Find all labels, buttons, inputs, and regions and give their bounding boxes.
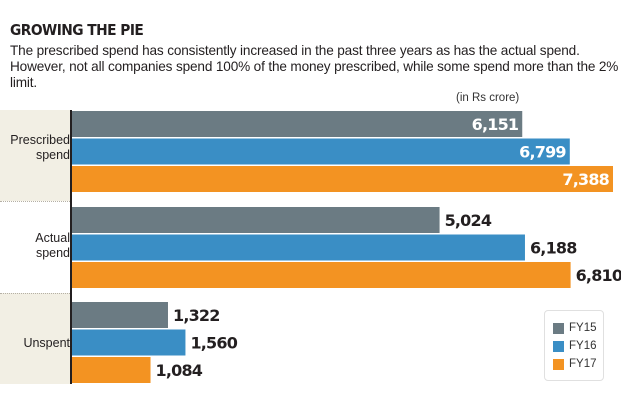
bar-fy15-1: [71, 207, 440, 233]
data-label: 6,810: [576, 266, 621, 285]
category-label-actual: Actual spend: [35, 231, 70, 261]
data-label: 6,188: [530, 239, 577, 258]
legend-item-fy17: FY17: [553, 357, 597, 371]
category-label-line: spend: [35, 246, 70, 260]
group-separator: [0, 201, 70, 202]
data-label: 6,799: [519, 143, 566, 162]
unit-label: (in Rs crore): [456, 92, 520, 104]
category-panel-unspent: [0, 293, 70, 384]
category-panel-actual: [0, 201, 70, 293]
category-label-unspent: Unspent: [23, 336, 70, 351]
legend: FY15 FY16 FY17: [544, 310, 604, 381]
data-label: 1,560: [190, 334, 237, 353]
data-label: 1,322: [173, 306, 220, 325]
data-label: 1,084: [156, 361, 203, 380]
legend-item-fy16: FY16: [553, 339, 597, 353]
bar-fy16-0: [71, 138, 570, 165]
category-label-prescribed: Prescribed spend: [10, 133, 70, 163]
bar-fy17-1: [71, 262, 571, 288]
category-label-line: spend: [35, 148, 70, 162]
category-label-line: Prescribed: [10, 133, 70, 147]
bar-fy17-2: [71, 357, 151, 383]
bar-fy16-2: [71, 329, 186, 356]
legend-label: FY17: [569, 358, 597, 370]
bar-fy16-1: [71, 234, 525, 261]
axis-line: [70, 110, 72, 384]
bar-fy15-2: [71, 302, 168, 328]
category-panel-prescribed: [0, 110, 70, 201]
legend-label: FY15: [569, 322, 597, 334]
legend-swatch-fy16: [553, 340, 564, 352]
category-label-line: Unspent: [23, 336, 70, 350]
legend-item-fy15: FY15: [553, 321, 597, 335]
data-label: 5,024: [445, 211, 492, 230]
legend-swatch-fy17: [553, 358, 564, 370]
legend-swatch-fy15: [553, 322, 564, 334]
chart-subtitle: The prescribed spend has consistently in…: [10, 43, 619, 90]
category-label-line: Actual: [35, 231, 70, 245]
group-separator: [0, 293, 70, 294]
data-label: 6,151: [472, 115, 519, 134]
bar-fy15-0: [71, 111, 523, 137]
data-label: 7,388: [562, 170, 609, 189]
chart-title: GROWING THE PIE: [10, 21, 144, 39]
legend-label: FY16: [569, 340, 597, 352]
bar-fy17-0: [71, 166, 613, 192]
